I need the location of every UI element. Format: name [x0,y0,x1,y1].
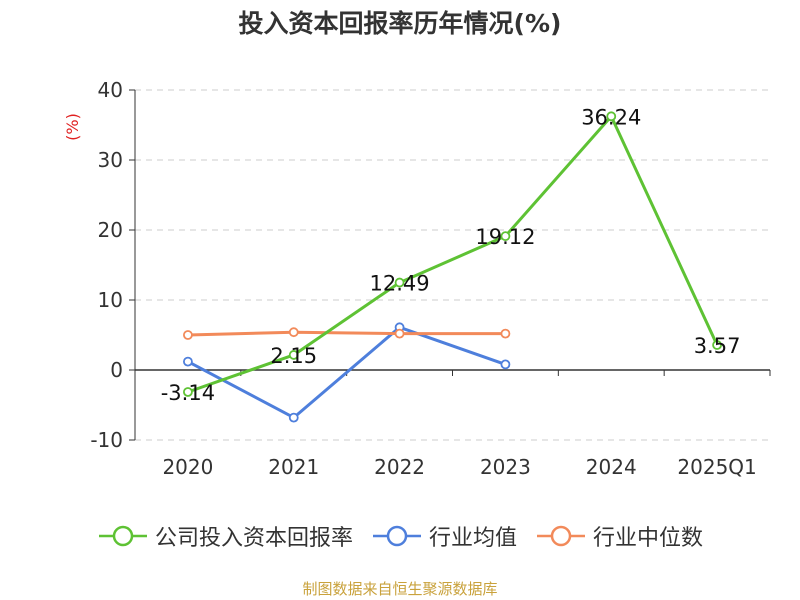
data-point [183,356,193,367]
data-label: 2.15 [270,344,317,368]
legend-marker-icon [98,525,147,547]
series-line [187,325,506,420]
data-point [183,387,193,397]
axes: -10 0 10 20 30 40 (%) 2020 2021 2022 2023 2024 2025Q… [63,78,771,479]
data-label: -3.14 [161,381,215,405]
data-point [500,359,511,370]
legend-item[interactable]: 行业中位数 [535,520,703,552]
x-tick-label: 2023 [480,455,531,479]
data-label: 19.12 [475,225,535,249]
data-point [183,330,193,340]
legend-label: 公司投入资本回报率 [154,526,353,551]
data-labels: -3.14 2.15 12.49 19.12 36.24 3.57 [161,105,741,405]
data-point [606,111,617,122]
data-point [394,328,405,339]
x-tick-label: 2024 [586,455,637,479]
data-label: 3.57 [694,334,741,358]
data-point [500,328,511,339]
x-tick-label: 2025Q1 [677,455,756,479]
y-tick-label: 0 [110,358,123,382]
data-point [500,231,511,242]
source-note: 制图数据来自恒生聚源数据库 [302,580,498,598]
legend-item[interactable]: 行业均值 [371,520,517,552]
y-tick-label: 30 [98,148,123,172]
x-tick-label: 2022 [374,455,425,479]
data-label: 36.24 [581,105,641,129]
y-tick-label: 40 [98,78,123,102]
legend: 公司投入资本回报率 行业均值 行业中位数 [0,520,800,552]
y-tick-label: 20 [98,218,123,242]
grid-lines [135,89,770,441]
y-axis-label: (%) [63,113,82,141]
legend-label: 行业均值 [428,526,517,551]
chart-title: 投入资本回报率历年情况(%) [238,9,562,38]
series-line [187,330,506,337]
y-tick-label: -10 [90,428,123,452]
legend-marker-icon [372,525,421,547]
series-line [187,114,719,394]
legend-item[interactable]: 公司投入资本回报率 [97,520,353,552]
x-tick-label: 2021 [268,455,319,479]
x-tick-label: 2020 [162,455,213,479]
data-point [712,340,722,350]
data-point [288,327,299,338]
data-label: 12.49 [370,272,430,296]
data-point [394,277,405,288]
y-tick-label: 10 [98,288,123,312]
data-point [288,412,299,423]
legend-label: 行业中位数 [593,526,704,551]
series-lines [183,111,722,423]
data-point [288,350,299,360]
legend-marker-icon [537,525,585,547]
